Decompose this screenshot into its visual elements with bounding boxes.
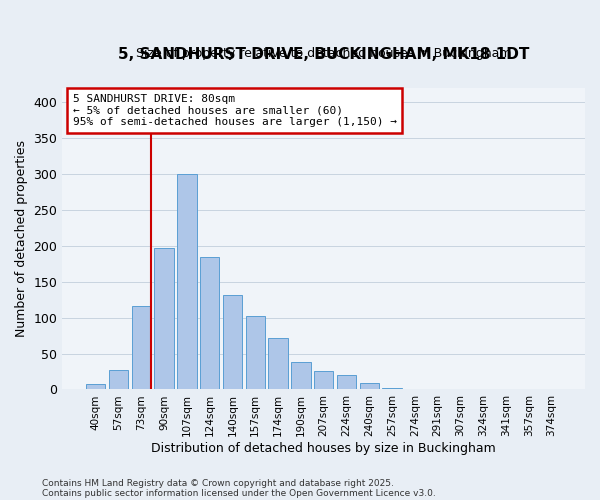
Bar [314,371,334,390]
Bar [200,258,220,390]
Title: Size of property relative to detached houses in Buckingham: Size of property relative to detached ho… [136,47,511,60]
Bar [291,362,311,390]
Bar [359,383,379,390]
Bar [245,316,265,390]
Text: Contains public sector information licensed under the Open Government Licence v3: Contains public sector information licen… [42,488,436,498]
X-axis label: Distribution of detached houses by size in Buckingham: Distribution of detached houses by size … [151,442,496,455]
Bar [177,174,197,390]
Bar [405,388,424,390]
Bar [337,375,356,390]
Text: 5, SANDHURST DRIVE, BUCKINGHAM, MK18 1DT: 5, SANDHURST DRIVE, BUCKINGHAM, MK18 1DT [118,47,529,62]
Y-axis label: Number of detached properties: Number of detached properties [15,140,28,337]
Bar [268,338,288,390]
Text: 5 SANDHURST DRIVE: 80sqm
← 5% of detached houses are smaller (60)
95% of semi-de: 5 SANDHURST DRIVE: 80sqm ← 5% of detache… [73,94,397,127]
Bar [109,370,128,390]
Bar [154,248,174,390]
Bar [382,388,402,390]
Text: Contains HM Land Registry data © Crown copyright and database right 2025.: Contains HM Land Registry data © Crown c… [42,478,394,488]
Bar [223,296,242,390]
Bar [86,384,106,390]
Bar [131,306,151,390]
